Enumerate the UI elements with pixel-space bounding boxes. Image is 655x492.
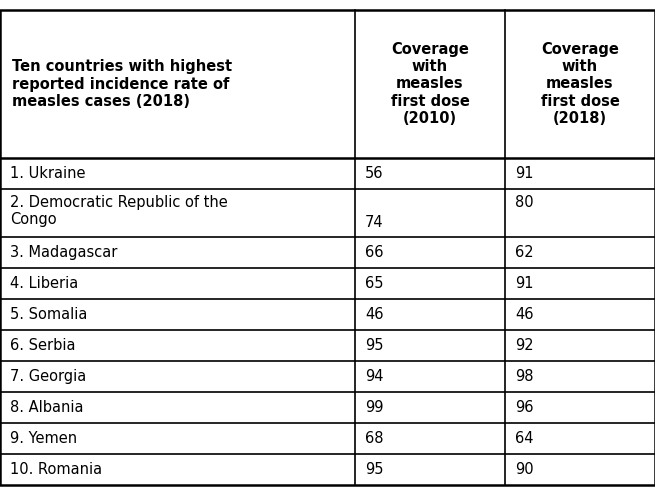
Text: 66: 66	[365, 245, 383, 260]
Text: 94: 94	[365, 369, 383, 384]
Text: 56: 56	[365, 166, 383, 181]
Text: 98: 98	[515, 369, 534, 384]
Text: 99: 99	[365, 400, 383, 415]
Text: 95: 95	[365, 462, 383, 477]
Text: 65: 65	[365, 276, 383, 291]
Text: 7. Georgia: 7. Georgia	[10, 369, 86, 384]
Text: 1. Ukraine: 1. Ukraine	[10, 166, 86, 181]
Text: 8. Albania: 8. Albania	[10, 400, 83, 415]
Text: 2. Democratic Republic of the
Congo: 2. Democratic Republic of the Congo	[10, 195, 228, 227]
Text: 90: 90	[515, 462, 534, 477]
Text: Coverage
with
measles
first dose
(2010): Coverage with measles first dose (2010)	[390, 42, 470, 126]
Text: 92: 92	[515, 338, 534, 353]
Text: 4. Liberia: 4. Liberia	[10, 276, 78, 291]
Text: Ten countries with highest
reported incidence rate of
measles cases (2018): Ten countries with highest reported inci…	[12, 59, 232, 109]
Text: 46: 46	[515, 307, 534, 322]
Text: 9. Yemen: 9. Yemen	[10, 431, 77, 446]
Text: 62: 62	[515, 245, 534, 260]
Text: 46: 46	[365, 307, 383, 322]
Text: Coverage
with
measles
first dose
(2018): Coverage with measles first dose (2018)	[540, 42, 620, 126]
Text: 68: 68	[365, 431, 383, 446]
Text: 5. Somalia: 5. Somalia	[10, 307, 87, 322]
Text: 3. Madagascar: 3. Madagascar	[10, 245, 117, 260]
Text: 6. Serbia: 6. Serbia	[10, 338, 75, 353]
Text: 95: 95	[365, 338, 383, 353]
Text: 91: 91	[515, 276, 534, 291]
Text: 74: 74	[365, 215, 384, 230]
Text: 10. Romania: 10. Romania	[10, 462, 102, 477]
Text: 96: 96	[515, 400, 534, 415]
Text: 80: 80	[515, 195, 534, 210]
Text: 64: 64	[515, 431, 534, 446]
Text: 91: 91	[515, 166, 534, 181]
